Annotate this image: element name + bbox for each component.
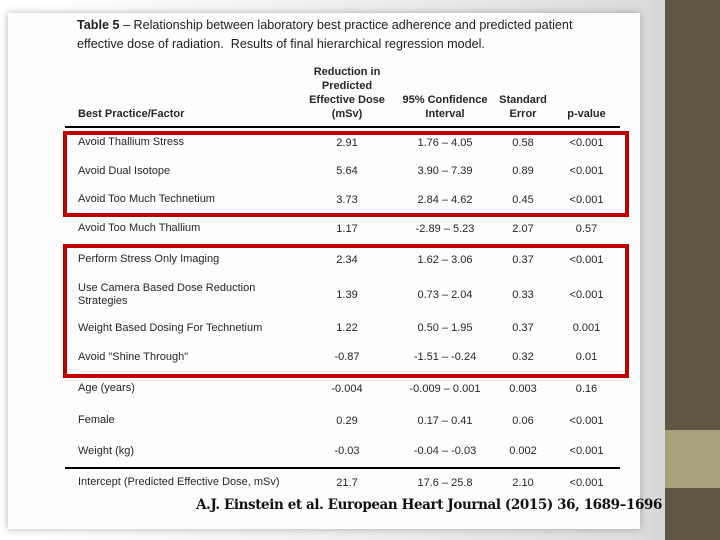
column-header-factor: Best Practice/Factor <box>65 62 297 128</box>
cell-se: 0.37 <box>512 322 534 334</box>
table-row: Female 0.29 0.17 – 0.41 0.06 <0.001 <box>65 406 620 435</box>
cell-p: <0.001 <box>569 193 604 206</box>
table-caption: Table 5 – Relationship between laborator… <box>77 16 642 54</box>
cell-p: 0.16 <box>575 382 598 395</box>
cell-ci: 0.17 – 0.41 <box>417 414 473 427</box>
cell-ci: 0.50 – 1.95 <box>417 322 473 334</box>
cell-ci: 1.76 – 4.05 <box>417 136 473 149</box>
cell-reduction: 2.91 <box>336 136 358 149</box>
cell-factor: Avoid Thallium Stress <box>78 136 184 148</box>
table-caption-line1: – Relationship between laboratory best p… <box>119 18 573 32</box>
cell-reduction: 1.22 <box>336 322 358 334</box>
cell-p: 0.001 <box>572 322 601 334</box>
cell-p: 0.01 <box>575 351 598 363</box>
table-caption-line2: effective dose of radiation. Results of … <box>77 37 485 51</box>
cell-factor: Avoid Dual Isotope <box>78 164 171 177</box>
cell-p: 0.57 <box>575 222 598 235</box>
table-row: Avoid Too Much Thallium 1.17 -2.89 – 5.23 2… <box>65 214 620 243</box>
cell-reduction: 2.34 <box>336 253 358 266</box>
column-header-se: Standard Error <box>493 62 553 128</box>
cell-ci: 3.90 – 7.39 <box>417 165 473 177</box>
cell-p: <0.001 <box>569 253 604 266</box>
table-row: Avoid Thallium Stress 2.91 1.76 – 4.05 0.58… <box>65 127 620 157</box>
table-row: Weight Based Dosing For Technetium 1.22 0.… <box>65 313 620 343</box>
cell-reduction: 1.39 <box>336 288 358 301</box>
cell-reduction: 5.64 <box>336 165 358 177</box>
cell-reduction: -0.03 <box>334 445 360 457</box>
cell-factor: Perform Stress Only Imaging <box>78 253 220 265</box>
cell-p: <0.001 <box>569 136 604 149</box>
cell-p: <0.001 <box>553 467 620 496</box>
table-row: Intercept (Predicted Effective Dose, mSv… <box>65 467 620 496</box>
cell-se: 2.07 <box>512 222 534 235</box>
cell-se: 0.89 <box>512 165 534 177</box>
cell-se: 0.003 <box>509 382 537 395</box>
cell-factor: Avoid "Shine Through" <box>78 350 189 363</box>
cell-ci: 1.62 – 3.06 <box>417 253 473 266</box>
cell-se: 0.45 <box>512 193 534 206</box>
cell-factor: Avoid Too Much Thallium <box>78 222 201 234</box>
column-header-ci: 95% Confidence Interval <box>397 62 493 128</box>
cell-se: 0.32 <box>512 351 534 363</box>
table-row: Weight (kg) -0.03 -0.04 – -0.03 0.002 <0.001 <box>65 435 620 468</box>
cell-factor: Avoid Too Much Technetium <box>78 193 215 205</box>
column-header-p: p-value <box>553 62 620 128</box>
cell-factor: Intercept (Predicted Effective Dose, mSv… <box>65 467 297 496</box>
cell-ci: -0.04 – -0.03 <box>413 445 477 457</box>
cell-factor: Weight (kg) <box>78 444 135 457</box>
cell-se: 0.002 <box>509 445 537 457</box>
cell-se: 2.10 <box>493 467 553 496</box>
regression-table: Best Practice/Factor Reduction in Predict… <box>65 62 620 496</box>
table-row: Age (years) -0.004 -0.009 – 0.001 0.003 0.16 <box>65 371 620 406</box>
cell-p: <0.001 <box>569 165 604 177</box>
cell-factor: Weight Based Dosing For Technetium <box>78 321 263 334</box>
cell-ci: -0.009 – 0.001 <box>409 382 481 395</box>
cell-se: 0.37 <box>512 253 534 266</box>
table-row: Avoid Too Much Technetium 3.73 2.84 – 4.62… <box>65 185 620 214</box>
citation: A.J. Einstein et al. European Heart Jour… <box>196 497 662 513</box>
cell-reduction: 0.29 <box>336 414 358 427</box>
cell-se: 0.06 <box>512 414 534 427</box>
column-header-reduction: Reduction in Predicted Effective Dose (m… <box>297 62 397 128</box>
cell-p: <0.001 <box>569 414 604 427</box>
cell-p: <0.001 <box>569 288 604 301</box>
cell-reduction: 1.17 <box>336 222 358 235</box>
cell-ci: 0.73 – 2.04 <box>417 288 473 301</box>
table-row: Use Camera Based Dose Reduction Strategi… <box>65 276 620 313</box>
cell-reduction: -0.004 <box>331 382 363 395</box>
cell-factor: Use Camera Based Dose Reduction Strategi… <box>78 281 256 307</box>
table-row: Avoid Dual Isotope 5.64 3.90 – 7.39 0.89 <0.… <box>65 157 620 185</box>
cell-p: <0.001 <box>569 445 604 457</box>
table-header-row: Best Practice/Factor Reduction in Predict… <box>65 62 620 128</box>
cell-se: 0.33 <box>512 288 534 301</box>
cell-factor: Age (years) <box>78 382 135 394</box>
cell-ci: 2.84 – 4.62 <box>417 193 473 206</box>
cell-ci: -1.51 – -0.24 <box>413 351 477 363</box>
cell-reduction: 21.7 <box>297 467 397 496</box>
cell-factor: Female <box>78 414 115 426</box>
table-caption-number: Table 5 <box>77 18 120 32</box>
cell-ci: -2.89 – 5.23 <box>415 222 475 235</box>
side-accent-block <box>665 430 720 488</box>
table-row: Avoid "Shine Through" -0.87 -1.51 – -0.24 0… <box>65 343 620 371</box>
table-row: Perform Stress Only Imaging 2.34 1.62 – 3.… <box>65 243 620 276</box>
cell-ci: 17.6 – 25.8 <box>397 467 493 496</box>
cell-reduction: 3.73 <box>336 193 358 206</box>
cell-se: 0.58 <box>512 136 534 149</box>
cell-reduction: -0.87 <box>334 351 360 363</box>
